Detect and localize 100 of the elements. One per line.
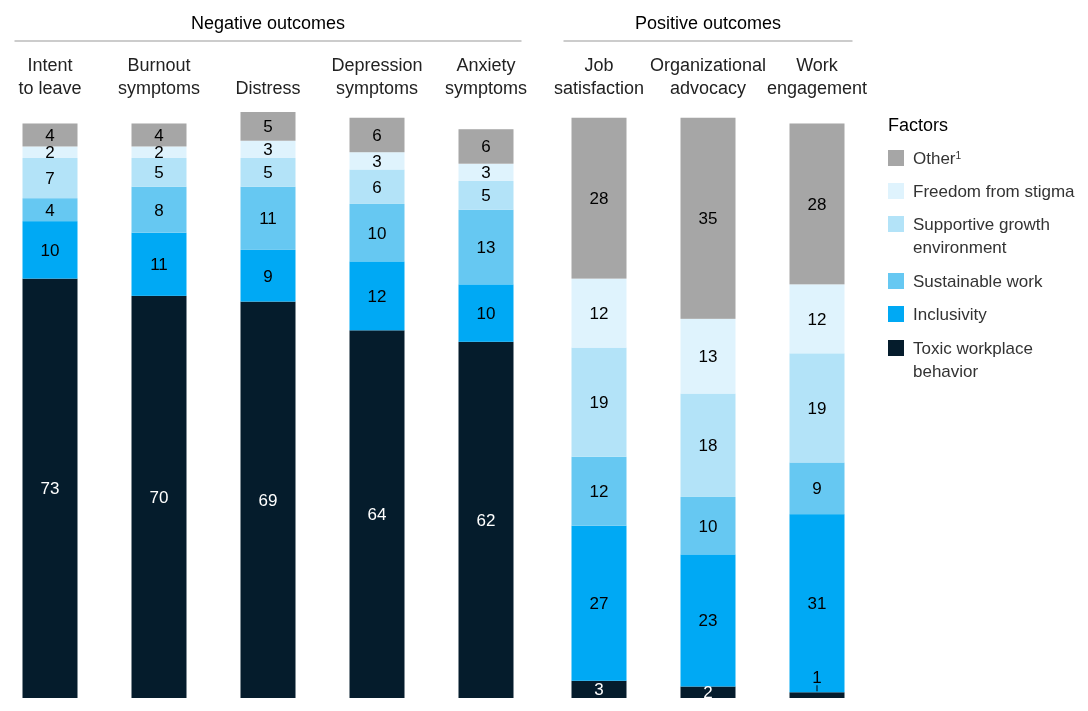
bar: [349, 169, 405, 204]
bar: [22, 146, 78, 158]
bar: [240, 249, 296, 302]
text: Negative outcomes: [190, 13, 346, 33]
bar: [571, 525, 627, 681]
data-label: 4: [45, 125, 55, 145]
bar: [240, 112, 296, 141]
bar: [22, 221, 78, 279]
bar: [458, 341, 514, 698]
x-tick-label: Organizational advocacy: [649, 55, 767, 98]
data-label: 10: [698, 516, 718, 536]
data-label: 5: [154, 163, 164, 183]
bar: [458, 129, 514, 164]
legend-label: Supportive growth environment: [913, 215, 1051, 257]
bar: [240, 140, 296, 158]
x-tick-label: Job satisfaction: [553, 55, 645, 98]
bar: [131, 123, 187, 147]
bar: [458, 163, 514, 181]
bar: [349, 261, 405, 331]
bar: [240, 301, 296, 698]
data-label: 12: [367, 286, 387, 306]
data-label: 6: [481, 137, 491, 157]
bar: [571, 278, 627, 348]
data-label: 62: [476, 510, 496, 530]
data-label: 69: [258, 490, 278, 510]
data-label: 31: [807, 594, 827, 614]
data-label: 3: [594, 680, 604, 700]
bar: [240, 186, 296, 250]
data-label: 13: [476, 238, 496, 258]
data-label: 9: [263, 266, 273, 286]
data-label: 12: [589, 304, 609, 324]
bar: [789, 462, 845, 515]
bar: [571, 456, 627, 526]
bar: [349, 203, 405, 262]
data-label: 5: [263, 163, 273, 183]
data-label: 64: [367, 505, 387, 525]
legend-label: Toxic workplace behavior: [913, 339, 1033, 381]
bar: [680, 318, 736, 394]
bar: [131, 157, 187, 187]
bar: [571, 347, 627, 457]
data-label: 10: [476, 304, 496, 324]
x-tick-label: Depression symptoms: [331, 55, 423, 98]
bar: [789, 123, 845, 285]
bar: [458, 209, 514, 285]
x-tick-label: Intent to leave: [18, 55, 82, 98]
bar: [349, 330, 405, 698]
bar: [458, 180, 514, 210]
data-label: 73: [40, 479, 60, 499]
bar: [22, 123, 78, 147]
data-label: 2: [154, 143, 164, 163]
x-tick-label: Work engagement: [766, 55, 868, 98]
data-label: 10: [367, 223, 387, 243]
text: Positive outcomes: [634, 13, 782, 33]
bar: [131, 232, 187, 296]
data-label: 28: [589, 189, 609, 209]
legend-title: Factors: [888, 115, 949, 135]
data-label: 27: [589, 594, 609, 614]
bar: [680, 496, 736, 555]
data-label: 6: [372, 125, 382, 145]
x-tick-label: Burnout symptoms: [117, 55, 201, 98]
bar: [22, 278, 78, 698]
data-label: 19: [807, 398, 827, 418]
data-label: 2: [45, 143, 55, 163]
data-label: 11: [150, 255, 168, 275]
bar: [789, 692, 845, 698]
legend-label: Inclusivity: [913, 305, 988, 324]
bar: [22, 198, 78, 222]
bar: [349, 152, 405, 170]
data-label: 3: [481, 163, 491, 183]
bar: [680, 117, 736, 319]
bar: [571, 680, 627, 698]
data-label: 1: [812, 668, 822, 688]
data-label: 18: [698, 436, 718, 456]
bar: [131, 186, 187, 233]
bar: [22, 157, 78, 199]
data-label: 4: [45, 200, 55, 220]
data-label: 8: [154, 200, 164, 220]
data-label: 28: [807, 194, 827, 214]
data-label: 7: [45, 169, 55, 189]
x-tick-label: Distress: [235, 78, 301, 98]
legend-label: Sustainable work: [913, 272, 1043, 291]
data-label: 9: [812, 479, 822, 499]
bar: [240, 157, 296, 187]
data-label: 70: [149, 487, 169, 507]
data-label: 11: [259, 209, 277, 229]
bar: [458, 284, 514, 342]
legend-label: Freedom from stigma: [913, 182, 1076, 201]
bar: [789, 514, 845, 693]
data-label: 3: [263, 140, 273, 160]
data-label: 2: [703, 683, 713, 703]
data-label: 13: [698, 347, 718, 367]
data-label: 5: [481, 186, 491, 206]
data-label: 3: [372, 151, 382, 171]
data-label: 5: [263, 117, 273, 137]
data-label: 23: [698, 611, 718, 631]
data-label: 12: [589, 482, 609, 502]
data-label: 6: [372, 177, 382, 197]
bar: [680, 393, 736, 497]
bar: [571, 117, 627, 279]
bar: [789, 353, 845, 463]
